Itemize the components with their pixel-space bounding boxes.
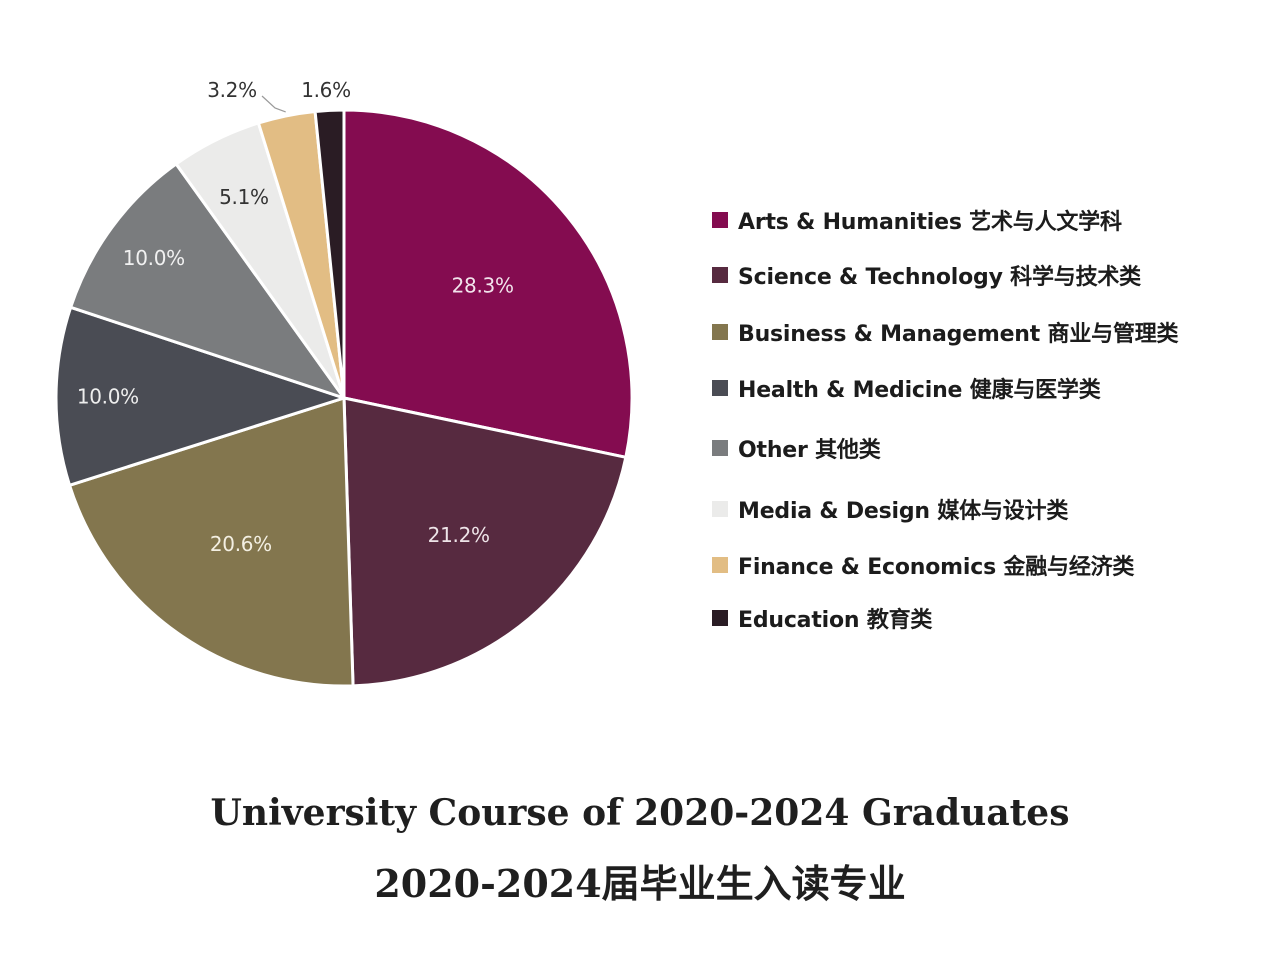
- legend-swatch: [712, 267, 728, 283]
- pie-value-labels: 28.3% 21.2% 20.6% 10.0% 10.0% 5.1% 3.2% 1.6%: [77, 78, 514, 556]
- legend-label: Arts & Humanities 艺术与人文学科: [738, 210, 1122, 235]
- legend-swatch: [712, 324, 728, 340]
- pie-slice: [69, 162, 346, 400]
- legend-item: Media & Design 媒体与设计类: [712, 494, 1068, 524]
- legend-swatch: [712, 440, 728, 456]
- slice-value-label: 5.1%: [219, 185, 269, 209]
- chart-subtitle: 2020-2024届毕业生入读专业: [374, 861, 906, 906]
- pie-slices: [54, 108, 634, 688]
- pie-slice: [68, 396, 355, 688]
- pie-slice: [54, 305, 346, 487]
- legend-item: Finance & Economics 金融与经济类: [712, 550, 1134, 580]
- legend-item: Health & Medicine 健康与医学类: [712, 373, 1101, 403]
- legend-label: Health & Medicine 健康与医学类: [738, 378, 1101, 403]
- chart-title: University Course of 2020-2024 Graduates: [210, 792, 1070, 834]
- slice-value-label: 20.6%: [210, 532, 272, 556]
- legend-swatch: [712, 212, 728, 228]
- slice-value-label: 10.0%: [77, 385, 139, 409]
- legend-item: Science & Technology 科学与技术类: [712, 260, 1141, 290]
- slice-value-label: 1.6%: [301, 78, 351, 102]
- legend-label: Education 教育类: [738, 608, 933, 633]
- slice-value-label: 21.2%: [428, 523, 490, 547]
- legend-item: Other 其他类: [712, 433, 881, 463]
- legend-label: Other 其他类: [738, 438, 881, 463]
- legend-item: Education 教育类: [712, 603, 932, 633]
- legend-label: Business & Management 商业与管理类: [738, 322, 1179, 347]
- pie-slice: [313, 108, 346, 400]
- chart-legend: Arts & Humanities 艺术与人文学科 Science & Techn…: [712, 0, 1272, 700]
- legend-label: Finance & Economics 金融与经济类: [738, 555, 1135, 580]
- slice-value-label: 28.3%: [452, 273, 514, 297]
- slice-value-label: 10.0%: [123, 246, 185, 270]
- legend-label: Media & Design 媒体与设计类: [738, 499, 1069, 524]
- leader-line: [261, 95, 286, 113]
- slice-value-label: 3.2%: [207, 78, 257, 102]
- legend-item: Arts & Humanities 艺术与人文学科: [712, 205, 1122, 235]
- legend-swatch: [712, 380, 728, 396]
- legend-swatch: [712, 557, 728, 573]
- legend-swatch: [712, 610, 728, 626]
- legend-item: Business & Management 商业与管理类: [712, 317, 1179, 347]
- legend-label: Science & Technology 科学与技术类: [738, 265, 1141, 290]
- legend-swatch: [712, 501, 728, 517]
- pie-slice: [342, 108, 634, 459]
- pie-slice: [342, 396, 628, 688]
